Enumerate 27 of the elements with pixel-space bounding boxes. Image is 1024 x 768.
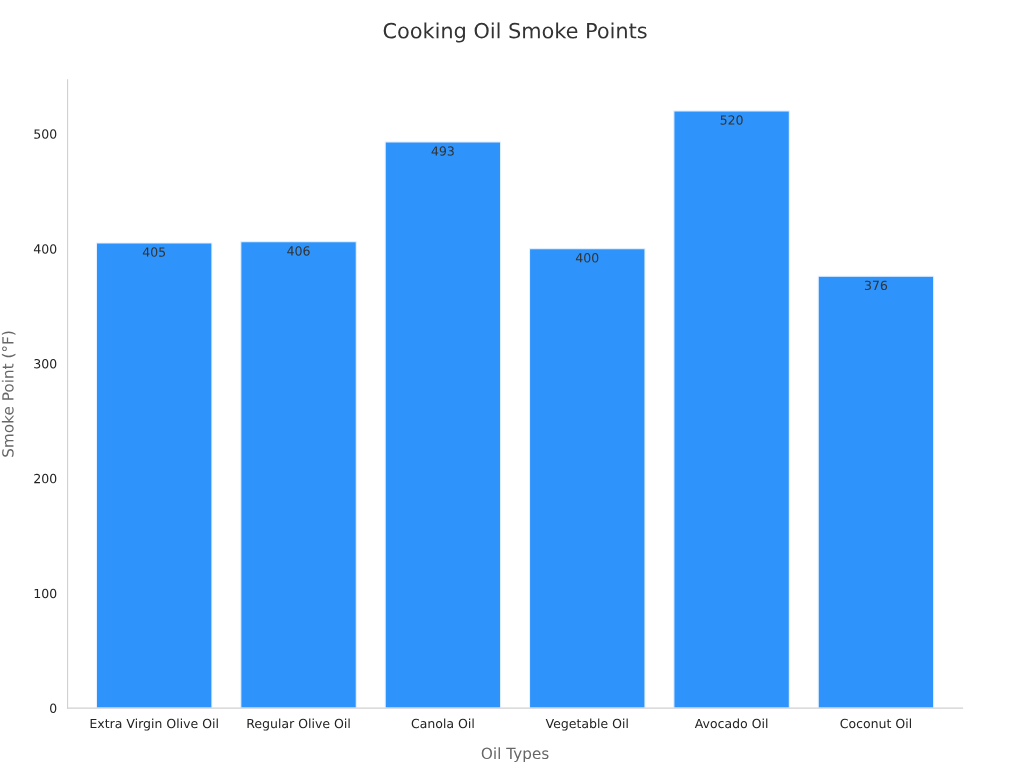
x-tick-label: Canola Oil bbox=[411, 718, 474, 729]
x-tick-label: Vegetable Oil bbox=[545, 718, 628, 731]
data-label: 406 bbox=[287, 246, 310, 256]
y-tick-label: 400 bbox=[33, 244, 57, 254]
y-tick-label: 100 bbox=[34, 588, 57, 599]
data-label: 376 bbox=[864, 280, 888, 291]
y-tick-label: 200 bbox=[34, 473, 57, 484]
x-tick-label: Coconut Oil bbox=[840, 718, 911, 729]
bar bbox=[673, 110, 790, 709]
data-label: 405 bbox=[142, 247, 166, 257]
bar bbox=[817, 275, 935, 709]
bar bbox=[384, 141, 502, 709]
x-tick-label: Regular Olive Oil bbox=[247, 718, 350, 731]
y-tick-label: 500 bbox=[34, 129, 57, 139]
x-tick-label: Extra Virgin Olive Oil bbox=[90, 718, 218, 731]
data-label: 520 bbox=[720, 115, 743, 125]
bar bbox=[528, 248, 646, 709]
bar bbox=[95, 242, 213, 709]
y-tick-label: 0 bbox=[50, 703, 57, 714]
x-tick-label: Avocado Oil bbox=[694, 718, 768, 729]
chart-title: Cooking Oil Smoke Points bbox=[383, 22, 647, 43]
y-tick-label: 300 bbox=[34, 359, 57, 369]
data-label: 400 bbox=[575, 253, 599, 263]
x-axis-title: Oil Types bbox=[481, 747, 549, 763]
data-label: 493 bbox=[431, 146, 454, 156]
y-axis-title: Smoke Point (°F) bbox=[1, 331, 16, 457]
bar bbox=[240, 241, 357, 709]
